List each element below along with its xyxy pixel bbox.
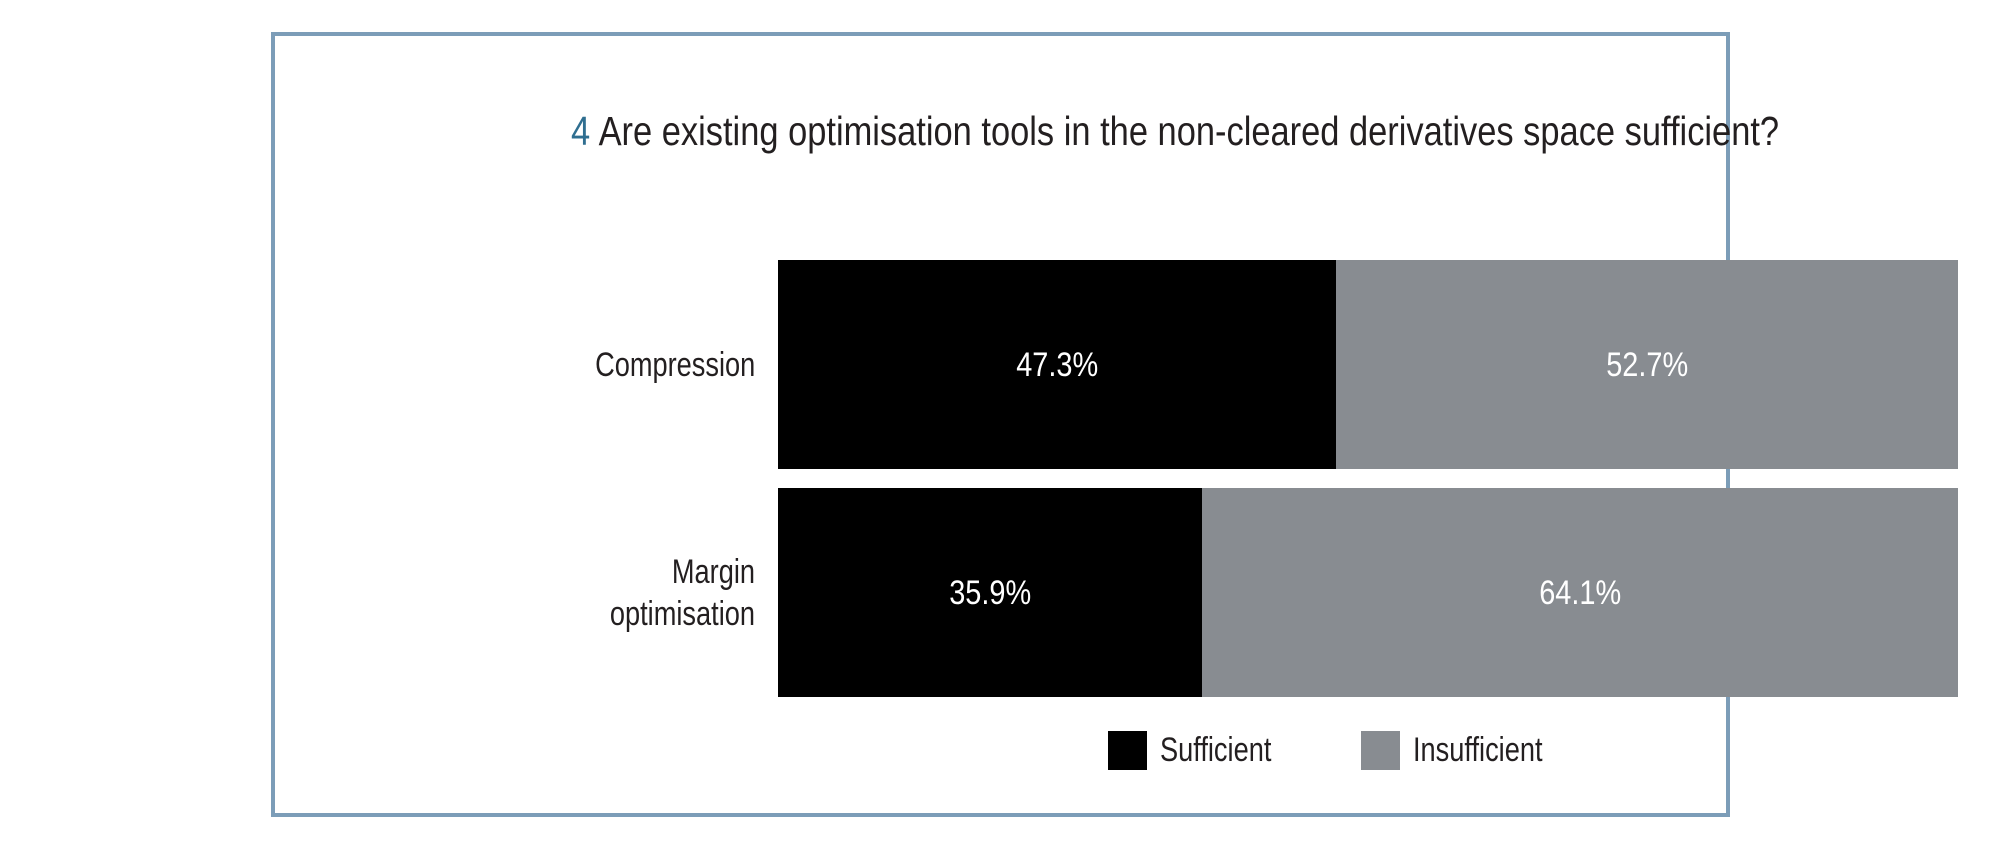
bar-row-margin-optimisation: 35.9% 64.1% <box>778 488 1958 697</box>
legend-item-insufficient: Insufficient <box>1361 730 1575 770</box>
chart-title-row: 4 Are existing optimisation tools in the … <box>571 107 2000 155</box>
legend-label-sufficient: Sufficient <box>1160 731 1272 769</box>
chart-title: Are existing optimisation tools in the n… <box>598 108 1780 154</box>
value-label: 52.7% <box>1606 345 1689 384</box>
category-label-margin-optimisation: Margin optimisation <box>609 552 755 633</box>
legend-swatch-sufficient <box>1108 730 1147 770</box>
value-label: 35.9% <box>948 573 1031 612</box>
bar-segment-insufficient: 64.1% <box>1201 488 1958 697</box>
value-label: 47.3% <box>1016 345 1099 384</box>
legend-swatch-insufficient <box>1361 730 1401 770</box>
bar-segment-insufficient: 52.7% <box>1336 260 1958 469</box>
category-label-compression: Compression <box>594 345 755 384</box>
bar-segment-sufficient: 47.3% <box>778 260 1337 469</box>
bar-row-compression: 47.3% 52.7% <box>778 260 1958 469</box>
chart-panel: 4 Are existing optimisation tools in the … <box>271 32 1958 817</box>
legend-item-sufficient: Sufficient <box>1108 730 1299 770</box>
bar-segment-sufficient: 35.9% <box>778 488 1202 697</box>
question-number: 4 <box>571 108 591 154</box>
legend: Sufficient Insufficient <box>1108 730 1575 770</box>
legend-label-insufficient: Insufficient <box>1413 731 1543 769</box>
value-label: 64.1% <box>1538 573 1621 612</box>
